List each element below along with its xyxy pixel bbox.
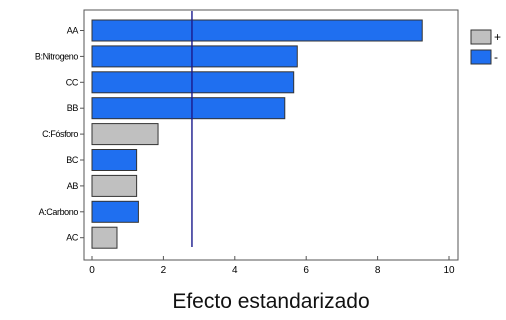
x-tick-label: 2 — [161, 265, 167, 276]
x-tick-label: 8 — [375, 265, 381, 276]
category-label: BC — [66, 155, 79, 165]
legend-label: - — [494, 50, 498, 64]
category-label: AB — [67, 181, 79, 191]
bar-c-f-sforo — [91, 123, 159, 146]
category-label: CC — [66, 77, 79, 87]
category-label: B:Nitrogeno — [35, 51, 79, 61]
legend-label: + — [494, 30, 501, 44]
x-tick-label: 0 — [89, 265, 95, 276]
category-label: C:Fósforo — [42, 129, 78, 139]
bar-bc — [91, 149, 138, 171]
bar-bb — [91, 97, 286, 120]
x-tick-label: 6 — [303, 265, 309, 276]
legend-swatch — [470, 49, 492, 65]
category-label: AC — [66, 233, 79, 243]
bar-a-carbono — [91, 200, 139, 223]
bar-b-nitrogeno — [91, 45, 298, 68]
bar-aa — [91, 19, 423, 42]
bar-ac — [91, 226, 118, 249]
category-label: A:Carbono — [39, 207, 79, 217]
category-label: AA — [67, 26, 79, 36]
bar-cc — [91, 71, 295, 94]
category-label: BB — [67, 103, 79, 113]
category-labels: AA B:Nitrogeno CC BB C:Fósforo BC AB A:Carbono A… — [35, 26, 84, 243]
x-axis-ticks: 0 2 4 6 8 10 — [89, 256, 455, 276]
x-tick-label: 4 — [232, 265, 238, 276]
legend: +- — [470, 29, 501, 65]
bar-ab — [91, 174, 138, 197]
x-axis-title: Efecto estandarizado — [172, 290, 369, 313]
x-tick-label: 10 — [443, 265, 455, 276]
legend-swatch — [470, 29, 492, 45]
bars-layer — [91, 19, 423, 249]
